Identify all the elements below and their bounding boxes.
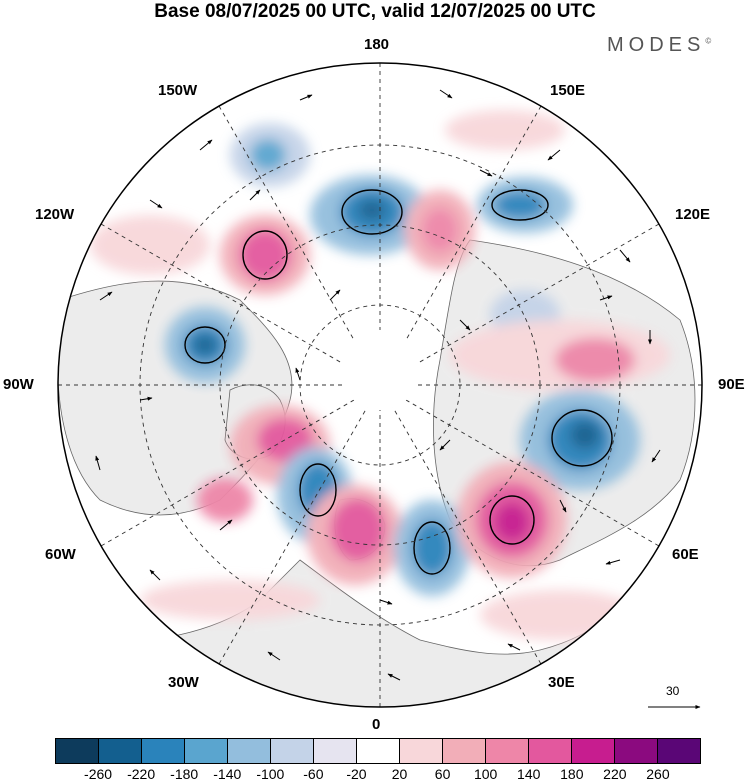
colorbar-tick-label: -60	[303, 766, 324, 782]
colorbar-tick-label: -20	[346, 766, 367, 782]
colorbar-tick-label: -100	[256, 766, 285, 782]
colorbar-tick-label: -180	[170, 766, 199, 782]
colorbar-swatch	[529, 739, 572, 763]
lon-label-90w: 90W	[3, 376, 34, 393]
pole-area	[340, 330, 420, 410]
colorbar-swatch	[572, 739, 615, 763]
reference-vector-label: 30	[666, 684, 680, 698]
colorbar-tick-label: 20	[391, 766, 408, 782]
lon-label-30e: 30E	[548, 674, 575, 691]
colorbar-tick-label: 260	[646, 766, 670, 782]
colorbar-tick-label: -220	[127, 766, 156, 782]
brand-name: MODES	[607, 34, 706, 56]
colorbar-swatch	[486, 739, 529, 763]
lon-label-60w: 60W	[45, 546, 76, 563]
colorbar-swatch	[56, 739, 99, 763]
colorbar-swatch	[314, 739, 357, 763]
modes-logo: MODES©	[607, 34, 711, 57]
wind-vectors	[95, 89, 661, 681]
colorbar-swatch	[99, 739, 142, 763]
colorbar-swatch	[658, 739, 700, 763]
colorbar-swatch	[271, 739, 314, 763]
colorbar-ticks: -260 -220 -180 -140 -100 -60 -20 20 60 100 140 180 2…	[55, 766, 701, 783]
colorbar	[55, 738, 701, 764]
colorbar-tick-label: 220	[603, 766, 627, 782]
contours	[184, 189, 613, 575]
copyright-mark: ©	[705, 36, 712, 46]
map-border	[57, 62, 703, 708]
colorbar-swatch	[400, 739, 443, 763]
colorbar-tick-label: 100	[473, 766, 498, 782]
polar-map	[57, 62, 703, 709]
map-disk	[58, 63, 702, 707]
lon-label-180: 180	[364, 36, 390, 53]
lon-label-120e: 120E	[675, 206, 711, 223]
lon-label-150e: 150E	[550, 82, 586, 99]
colorbar-tick-label: 180	[560, 766, 584, 782]
colorbar-swatch	[185, 739, 228, 763]
lon-label-120w: 120W	[35, 206, 75, 223]
lon-label-150w: 150W	[158, 82, 198, 99]
lon-label-90e: 90E	[718, 376, 745, 393]
colorbar-swatch	[443, 739, 486, 763]
colorbar-tick-label: -140	[213, 766, 242, 782]
colorbar-tick-label: 140	[517, 766, 541, 782]
lon-label-0: 0	[372, 716, 381, 733]
lon-label-60e: 60E	[672, 546, 699, 563]
map-title: Base 08/07/2025 00 UTC, valid 12/07/2025…	[154, 1, 596, 22]
colorbar-swatch	[142, 739, 185, 763]
lon-label-30w: 30W	[168, 674, 199, 691]
colorbar-swatch	[228, 739, 271, 763]
colorbar-tick-label: -260	[84, 766, 113, 782]
colorbar-swatch	[357, 739, 400, 763]
colorbar-tick-label: 60	[434, 766, 451, 782]
colorbar-swatch	[615, 739, 658, 763]
